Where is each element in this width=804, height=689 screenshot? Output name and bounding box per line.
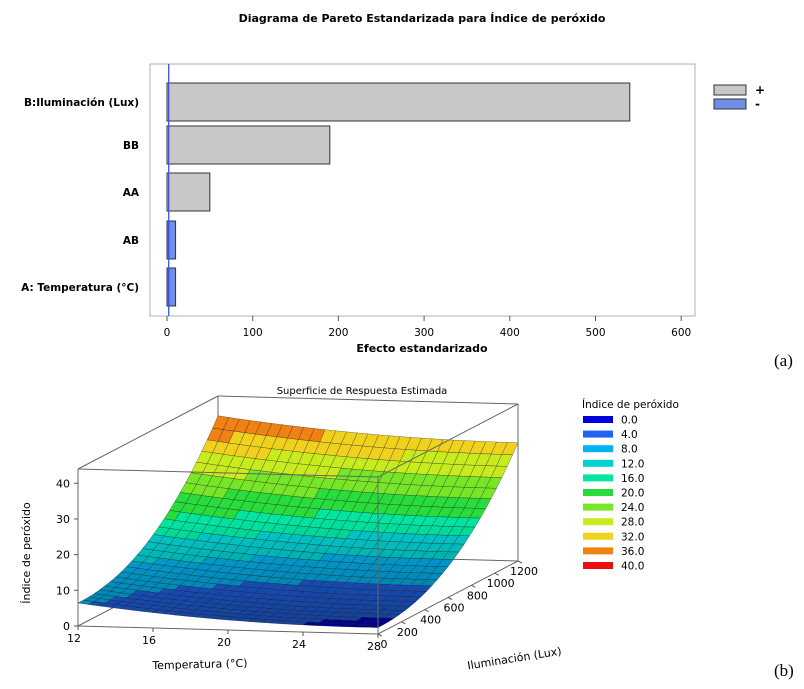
surface-z-tick-label: 0 <box>63 620 70 633</box>
surface-legend-label: 28.0 <box>621 517 644 529</box>
surface-box-edge <box>77 468 379 478</box>
surface-legend-swatch <box>583 562 613 569</box>
pareto-x-tick-label: 300 <box>414 327 434 339</box>
pareto-legend-swatch <box>713 84 747 96</box>
surface-y-tick <box>471 584 476 588</box>
surface-x-tick-label: 28 <box>367 640 381 653</box>
surface-y-tick <box>447 597 453 600</box>
surface-z-tick-label: 40 <box>56 477 70 490</box>
pareto-x-tick-label: 500 <box>585 327 605 339</box>
pareto-x-axis-label: Efecto estandarizado <box>356 342 488 355</box>
surface-legend-swatch <box>583 547 613 555</box>
surface-z-tick-label: 20 <box>56 549 70 562</box>
surface-legend-label: 0.0 <box>621 415 638 427</box>
pareto-x-tick-label: 200 <box>328 327 348 339</box>
surface-legend-swatch <box>583 430 613 438</box>
pareto-bar <box>166 267 177 307</box>
pareto-chart: Diagrama de Pareto Estandarizada para Ín… <box>21 12 793 370</box>
surface-color-legend: Índice de peróxido 0.0 4.0 8.0 12.0 16.0 20.0 2… <box>582 398 679 573</box>
pareto-category-label: A: Temperatura (°C) <box>21 282 139 294</box>
surface-legend-swatch <box>583 532 613 540</box>
pareto-plot-area <box>149 63 696 317</box>
pareto-category-label: B:Iluminación (Lux) <box>24 97 139 109</box>
surface-y-tick <box>401 621 406 625</box>
surface-title: Superficie de Respuesta Estimada <box>277 386 448 397</box>
panel-label-a: (a) <box>774 351 793 370</box>
surface-legend-swatch <box>583 503 613 511</box>
surface-y-tick-label: 600 <box>444 602 465 615</box>
pareto-legend: +- <box>713 83 765 111</box>
surface-z-axis: 0 10 20 30 40 <box>56 477 78 633</box>
pareto-category-label: AA <box>123 187 140 199</box>
pareto-bar <box>166 172 211 212</box>
pareto-bars <box>166 64 631 316</box>
surface-legend-label: 36.0 <box>621 546 644 558</box>
pareto-category-label: BB <box>123 140 139 152</box>
surface-box-edge <box>217 395 519 405</box>
pareto-category-labels: B:Iluminación (Lux) BB AA AB A: Temperatura … <box>21 97 140 294</box>
pareto-bar <box>166 220 177 260</box>
surface-y-tick-label: 1200 <box>510 565 538 578</box>
surface-x-tick-label: 24 <box>292 638 306 651</box>
surface-legend-swatch <box>583 416 613 423</box>
pareto-x-tick-label: 400 <box>500 327 520 339</box>
surface-legend-label: 16.0 <box>621 473 644 485</box>
surface-y-tick-label: 800 <box>467 589 488 602</box>
surface-x-tick-label: 20 <box>217 636 231 649</box>
surface-chart: Superficie de Respuesta Estimada 0 10 20 30… <box>20 386 794 680</box>
surface-legend-swatch <box>583 489 613 496</box>
pareto-legend-label: - <box>755 97 760 111</box>
surface-x-axis-label: Temperatura (°C) <box>151 657 247 673</box>
panel-label-b: (b) <box>774 661 794 680</box>
surface-box-edge <box>77 395 219 470</box>
surface-z-tick-label: 30 <box>56 513 70 526</box>
pareto-title: Diagrama de Pareto Estandarizada para Ín… <box>239 12 606 25</box>
surface-legend-label: 4.0 <box>621 429 638 441</box>
pareto-bar <box>166 125 331 165</box>
surface-y-tick-label: 1000 <box>487 577 515 590</box>
surface-legend-label: 20.0 <box>621 488 644 500</box>
surface-y-tick <box>494 572 499 576</box>
response-surface <box>77 415 519 628</box>
surface-legend-label: 40.0 <box>621 561 644 573</box>
surface-y-axis-label: Iluminación (Lux) <box>466 645 562 673</box>
surface-legend-label: 8.0 <box>621 444 638 456</box>
surface-x-tick-label: 12 <box>67 632 81 645</box>
surface-legend-label: 32.0 <box>621 531 644 543</box>
surface-legend-swatch <box>583 474 613 482</box>
surface-legend-swatch <box>583 445 613 453</box>
pareto-x-tick-label: 100 <box>243 327 263 339</box>
pareto-legend-swatch <box>713 98 747 110</box>
surface-z-axis-label: Índice de peróxido <box>20 502 33 604</box>
surface-y-tick-label: 0 <box>381 638 388 651</box>
surface-box-edge <box>377 403 519 478</box>
surface-x-axis: 12 16 20 24 28 <box>67 626 381 653</box>
surface-y-tick-label: 400 <box>420 614 441 627</box>
pareto-category-label: AB <box>123 235 139 247</box>
surface-z-tick-label: 10 <box>56 584 70 597</box>
pareto-x-tick-label: 0 <box>164 327 171 339</box>
surface-legend-swatch <box>583 459 613 467</box>
surface-legend-title: Índice de peróxido <box>582 398 679 411</box>
surface-y-tick <box>424 609 429 613</box>
surface-y-tick-label: 200 <box>397 626 418 639</box>
surface-y-tick <box>517 560 523 564</box>
surface-cell <box>366 624 385 628</box>
surface-legend-swatch <box>583 518 613 526</box>
pareto-legend-label: + <box>755 83 765 97</box>
pareto-x-tick-label: 600 <box>671 327 691 339</box>
surface-x-tick-label: 16 <box>142 634 156 647</box>
surface-y-tick <box>377 633 383 637</box>
pareto-x-axis: 0 100 200 300 400 500 600 <box>164 316 691 339</box>
surface-legend-label: 12.0 <box>621 458 644 470</box>
surface-legend-label: 24.0 <box>621 502 644 514</box>
pareto-bar <box>166 82 631 122</box>
